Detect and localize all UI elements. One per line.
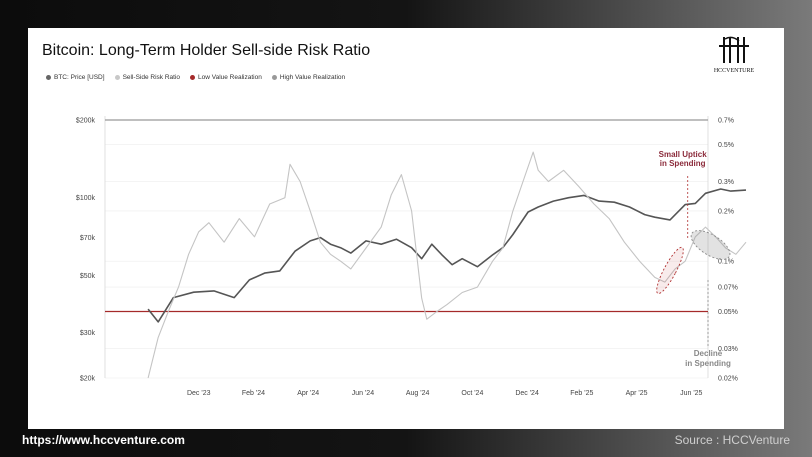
x-tick-1: Feb '24 — [242, 390, 265, 397]
y-left-tick-4: $30k — [80, 330, 96, 337]
decline-highlight — [690, 230, 731, 260]
x-tick-3: Jun '24 — [352, 390, 374, 397]
legend-dot-price — [46, 75, 51, 80]
chart-card: Bitcoin: Long-Term Holder Sell-side Risk… — [28, 28, 784, 429]
x-tick-2: Apr '24 — [297, 390, 319, 397]
x-tick-5: Oct '24 — [461, 390, 483, 397]
y-left-tick-2: $70k — [80, 235, 96, 242]
x-tick-9: Jun '25 — [680, 390, 702, 397]
legend-dot-high — [271, 75, 277, 80]
y-right-tick-6: 0.05% — [718, 309, 738, 316]
legend-item-high[interactable]: High Value Realization — [271, 74, 346, 81]
y-left-tick-1: $100k — [76, 195, 96, 202]
legend-dot-ratio — [114, 75, 120, 80]
legend-label-low: Low Value Realization — [198, 74, 262, 81]
chart-plot: $200k $100k $70k $50k $30k $20k 0.7% 0.5% 0.3% 0.… — [76, 116, 747, 397]
annotation-decline-0: Decline — [694, 349, 723, 358]
legend-item-ratio[interactable]: Sell-Side Risk Ratio — [114, 74, 180, 81]
legend-dot-low — [190, 75, 195, 80]
chart-legend: BTC: Price [USD] Sell-Side Risk Ratio Lo… — [46, 74, 345, 81]
y-left-tick-3: $50k — [80, 273, 96, 280]
y-right-tick-0: 0.7% — [718, 118, 734, 125]
uptick-highlight — [656, 246, 684, 295]
annotation-decline-1: in Spending — [685, 359, 731, 368]
y-right-tick-4: 0.1% — [718, 259, 734, 266]
y-right-tick-7: 0.03% — [718, 346, 738, 353]
y-right-tick-1: 0.5% — [718, 142, 734, 149]
y-left-tick-0: $200k — [76, 118, 96, 125]
legend-label-ratio: Sell-Side Risk Ratio — [122, 74, 180, 81]
y-right-tick-8: 0.02% — [718, 376, 738, 383]
footer-url[interactable]: https://www.hccventure.com — [22, 433, 185, 447]
x-tick-8: Apr '25 — [626, 390, 648, 397]
series-line-0 — [147, 188, 747, 323]
x-tick-7: Feb '25 — [570, 390, 593, 397]
legend-item-price[interactable]: BTC: Price [USD] — [46, 74, 105, 81]
footer-source: Source : HCCVenture — [674, 433, 790, 447]
x-tick-0: Dec '23 — [187, 390, 211, 397]
annotation-uptick-0: Small Uptick — [659, 150, 708, 159]
series-line-1 — [147, 151, 747, 379]
x-tick-6: Dec '24 — [515, 390, 539, 397]
annotation-uptick-1: in Spending — [660, 159, 706, 168]
y-right-tick-5: 0.07% — [718, 285, 738, 292]
y-right-tick-2: 0.3% — [718, 179, 734, 186]
chart-title: Bitcoin: Long-Term Holder Sell-side Risk… — [42, 42, 371, 59]
legend-label-high: High Value Realization — [279, 74, 346, 81]
y-left-tick-5: $20k — [80, 376, 96, 383]
y-right-tick-3: 0.2% — [718, 208, 734, 215]
logo: HCCVENTURE — [714, 36, 755, 74]
legend-label-price: BTC: Price [USD] — [54, 74, 105, 81]
legend-item-low[interactable]: Low Value Realization — [190, 74, 262, 81]
logo-wordmark: HCCVENTURE — [714, 68, 755, 74]
x-tick-4: Aug '24 — [406, 390, 430, 397]
